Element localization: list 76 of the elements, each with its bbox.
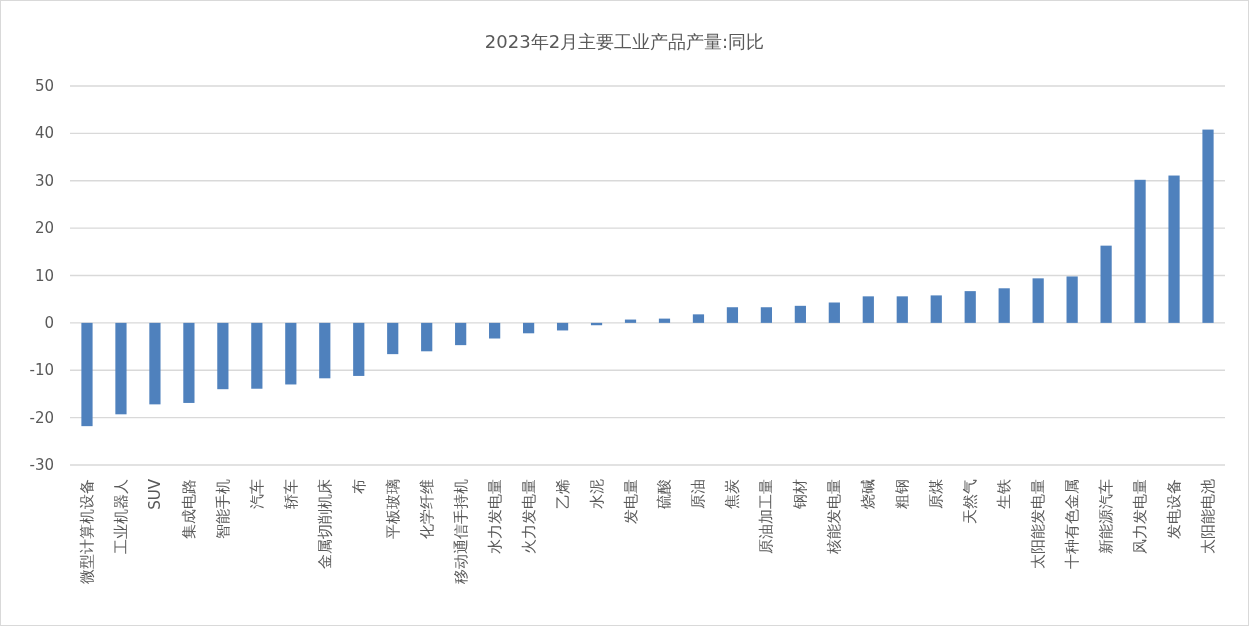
x-tick-label: 新能源汽车 (1097, 479, 1116, 554)
x-tick-label: 发电设备 (1165, 479, 1184, 539)
x-tick-label: 汽车 (247, 479, 266, 509)
bar (523, 322, 535, 334)
x-tick-label: 水力发电量 (485, 479, 504, 554)
bar (1032, 278, 1044, 323)
y-tick-label: -10 (29, 361, 54, 380)
y-tick-label: 30 (34, 171, 54, 190)
x-tick-label: 水泥 (587, 479, 606, 509)
bar (217, 322, 229, 390)
bar (1168, 175, 1180, 323)
bar (251, 322, 263, 389)
bar (285, 322, 297, 385)
chart-title: 2023年2月主要工业产品产量:同比 (484, 31, 765, 52)
bar (421, 322, 433, 352)
x-tick-label: 生铁 (995, 479, 1014, 509)
x-tick-label: 发电量 (621, 479, 640, 524)
bar (1066, 276, 1078, 323)
bar (930, 295, 942, 323)
x-tick-label: 智能手机 (213, 479, 232, 539)
x-tick-label: 平板玻璃 (383, 479, 402, 539)
x-tick-label: 轿车 (281, 479, 300, 509)
bar (658, 318, 671, 323)
y-tick-label: 0 (44, 313, 54, 332)
bar (1100, 245, 1112, 323)
x-tick-label: 天然气 (961, 479, 980, 524)
bar (692, 314, 705, 323)
x-tick-label: 核能发电量 (825, 479, 844, 555)
y-tick-label: 20 (34, 219, 54, 238)
bar (149, 322, 161, 405)
bar (353, 322, 365, 376)
x-tick-label: 微型计算机设备 (77, 479, 96, 584)
bar (81, 322, 93, 427)
x-tick-label: 十种有色金属 (1063, 479, 1082, 569)
bar (998, 288, 1010, 323)
x-tick-label: 移动通信手持机 (451, 479, 470, 584)
x-tick-label: 工业机器人 (111, 479, 130, 554)
y-tick-label: 10 (34, 266, 54, 285)
bar (115, 322, 127, 415)
x-tick-label: 乙烯 (553, 479, 572, 509)
bar (760, 307, 772, 323)
bar (862, 296, 874, 323)
bar (319, 322, 331, 379)
x-tick-label: 集成电路 (179, 479, 198, 539)
x-tick-label: 烧碱 (859, 479, 878, 509)
bar (1202, 129, 1214, 323)
x-tick-label: 原油加工量 (757, 479, 776, 554)
bar (896, 296, 908, 323)
x-tick-label: 火力发电量 (519, 479, 538, 554)
bar (489, 322, 501, 339)
bar (1134, 179, 1146, 323)
x-tick-label: 太阳能电池 (1199, 479, 1218, 554)
y-tick-label: -30 (29, 456, 54, 474)
x-tick-label: 金属切削机床 (315, 479, 334, 569)
x-tick-label: 焦炭 (723, 479, 742, 509)
x-tick-label: 太阳能发电量 (1029, 479, 1048, 569)
x-tick-label: 硫酸 (655, 479, 674, 509)
x-tick-label: 风力发电量 (1131, 479, 1150, 554)
bar (726, 307, 739, 323)
y-tick-label: 50 (34, 77, 54, 95)
bar (964, 291, 976, 323)
bar (794, 305, 806, 323)
bar (556, 322, 569, 331)
y-tick-label: 40 (34, 124, 54, 143)
bar (828, 302, 840, 323)
x-tick-label: 粗钢 (893, 479, 912, 509)
y-tick-label: -20 (29, 408, 54, 427)
x-tick-label: 原油 (689, 479, 708, 509)
x-tick-label: 原煤 (927, 479, 946, 509)
x-tick-label: SUV (145, 478, 164, 510)
bar (387, 322, 399, 355)
bar (455, 322, 467, 346)
x-tick-label: 布 (349, 479, 368, 494)
bar (183, 322, 195, 403)
x-tick-label: 钢材 (791, 479, 810, 510)
x-tick-label: 化学纤维 (417, 479, 436, 539)
